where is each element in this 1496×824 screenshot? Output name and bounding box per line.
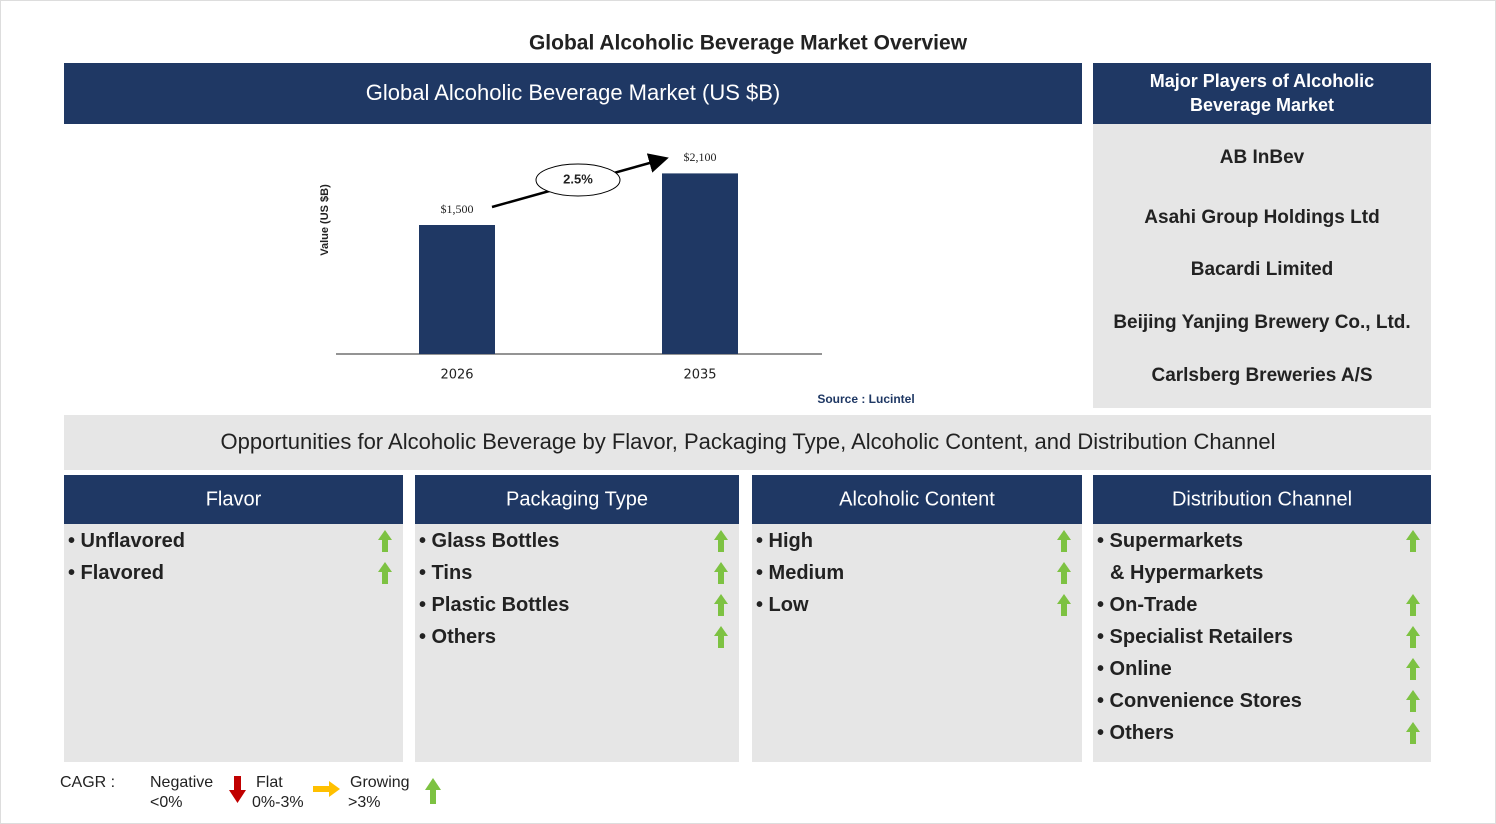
segment-item: • Online — [1097, 658, 1172, 680]
x-tick-label: 2026 — [440, 368, 473, 383]
segment-item: • High — [756, 530, 813, 552]
player-name: Beijing Yanjing Brewery Co., Ltd. — [1113, 312, 1410, 333]
growth-icon — [1406, 658, 1420, 680]
player-name: Asahi Group Holdings Ltd — [1144, 207, 1379, 228]
legend-text: >3% — [348, 794, 380, 811]
legend-text: Growing — [350, 774, 410, 791]
growth-icon — [714, 562, 728, 584]
segment-item: • Convenience Stores — [1097, 690, 1302, 712]
legend-text: Negative — [150, 774, 213, 791]
growth-icon — [1406, 530, 1420, 552]
segment-item: • Medium — [756, 562, 844, 584]
player-name: Bacardi Limited — [1191, 259, 1334, 280]
segment-item: • Tins — [419, 562, 472, 584]
growth-icon — [714, 530, 728, 552]
bar — [662, 173, 738, 354]
column-header — [64, 475, 403, 524]
source: Source : Lucintel — [817, 392, 914, 406]
segment-item: • Glass Bottles — [419, 530, 559, 552]
segment-item: • Flavored — [68, 562, 164, 584]
column-header — [1093, 475, 1431, 524]
x-tick-label: 2035 — [683, 368, 716, 383]
segment-item: • Others — [419, 626, 496, 648]
legend-label: CAGR : — [60, 774, 115, 791]
column-title: Alcoholic Content — [839, 488, 995, 510]
player-name: Carlsberg Breweries A/S — [1151, 365, 1372, 386]
column-header — [752, 475, 1082, 524]
legend-text: <0% — [150, 794, 182, 811]
column-body — [752, 524, 1082, 762]
cagr-ellipse — [535, 163, 621, 197]
value-label: $1,500 — [441, 202, 474, 216]
growth-icon — [1057, 594, 1071, 616]
y-axis-label: Value (US $B) — [319, 184, 331, 256]
column-header — [415, 475, 739, 524]
segment-item: • Specialist Retailers — [1097, 626, 1293, 648]
growth-icon — [378, 562, 392, 584]
column-title: Flavor — [206, 488, 262, 510]
growth-icon — [378, 530, 392, 552]
chart-title: Global Alcoholic Beverage Market (US $B) — [366, 80, 781, 105]
growth-icon — [1406, 594, 1420, 616]
chart-header — [64, 63, 1082, 124]
growth-icon — [714, 594, 728, 616]
flat-icon — [313, 781, 340, 797]
growth-icon — [1406, 690, 1420, 712]
column-body — [415, 524, 739, 762]
segment-item: • Low — [756, 594, 809, 616]
column-body — [64, 524, 403, 762]
player-name: AB InBev — [1220, 147, 1305, 168]
cagr-label: 2.5% — [563, 171, 593, 186]
legend-text: Flat — [256, 774, 283, 791]
negative-icon — [229, 776, 246, 803]
growth-icon — [1406, 626, 1420, 648]
segment-item: • Supermarkets & Hypermarkets — [1097, 530, 1263, 584]
legend-text: 0%-3% — [252, 794, 304, 811]
growth-icon — [1406, 722, 1420, 744]
growth-icon — [1057, 562, 1071, 584]
column-body — [1093, 524, 1431, 762]
growth-icon — [1057, 530, 1071, 552]
opportunities-title: Opportunities for Alcoholic Beverage by … — [221, 429, 1276, 454]
column-title: Distribution Channel — [1172, 488, 1352, 510]
players-header — [1093, 63, 1431, 124]
opportunities-band — [64, 415, 1431, 470]
column-title: Packaging Type — [506, 488, 648, 510]
growth-icon — [714, 626, 728, 648]
players-body — [1093, 124, 1431, 408]
segment-item: • On-Trade — [1097, 594, 1197, 616]
segment-item: • Others — [1097, 722, 1174, 744]
players-title: Major Players of Alcoholic Beverage Marke… — [1150, 71, 1374, 115]
value-label: $2,100 — [684, 150, 717, 164]
page-title: Global Alcoholic Beverage Market Overvie… — [529, 32, 968, 55]
bar — [419, 225, 495, 354]
segment-item: • Plastic Bottles — [419, 594, 569, 616]
segment-item: • Unflavored — [68, 530, 185, 552]
growing-icon — [425, 778, 441, 804]
